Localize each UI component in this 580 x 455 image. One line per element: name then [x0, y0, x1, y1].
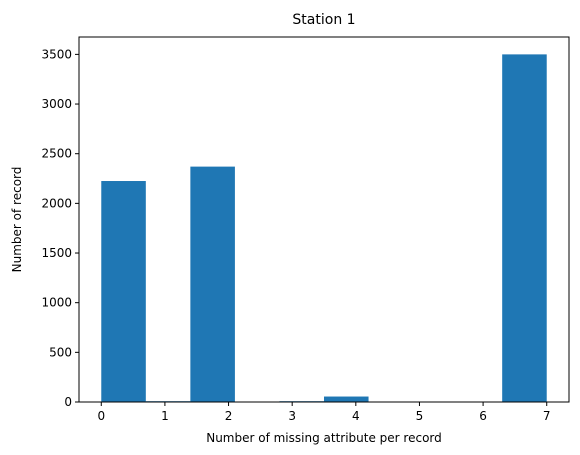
x-tick-label: 4 — [352, 409, 360, 423]
x-tick-label: 5 — [416, 409, 424, 423]
histogram-bar-9 — [502, 54, 547, 402]
chart-title: Station 1 — [292, 12, 355, 28]
y-tick-label: 2500 — [41, 147, 72, 161]
y-tick-label: 3500 — [41, 47, 72, 61]
x-ticks-group: 0 1 2 3 4 5 6 7 — [97, 402, 551, 423]
x-tick-label: 3 — [288, 409, 296, 423]
histogram-bar-0 — [101, 181, 146, 402]
x-tick-label: 6 — [479, 409, 487, 423]
y-tick-label: 0 — [64, 395, 72, 409]
y-tick-label: 1000 — [41, 296, 72, 310]
histogram-bar-2 — [190, 166, 235, 402]
y-tick-label: 2000 — [41, 196, 72, 210]
x-tick-label: 0 — [97, 409, 105, 423]
x-tick-label: 2 — [225, 409, 233, 423]
x-tick-label: 7 — [543, 409, 551, 423]
y-ticks-group: 0 500 1000 1500 2000 2500 3000 3500 — [41, 47, 79, 409]
y-axis-title: Number of record — [10, 167, 24, 273]
x-tick-label: 1 — [161, 409, 169, 423]
plot-frame — [78, 36, 570, 403]
histogram-bar-5 — [324, 396, 369, 402]
y-tick-label: 1500 — [41, 246, 72, 260]
y-tick-label: 3000 — [41, 97, 72, 111]
y-tick-label: 500 — [49, 345, 72, 359]
x-axis-title: Number of missing attribute per record — [206, 431, 442, 445]
bars-group — [101, 54, 547, 402]
